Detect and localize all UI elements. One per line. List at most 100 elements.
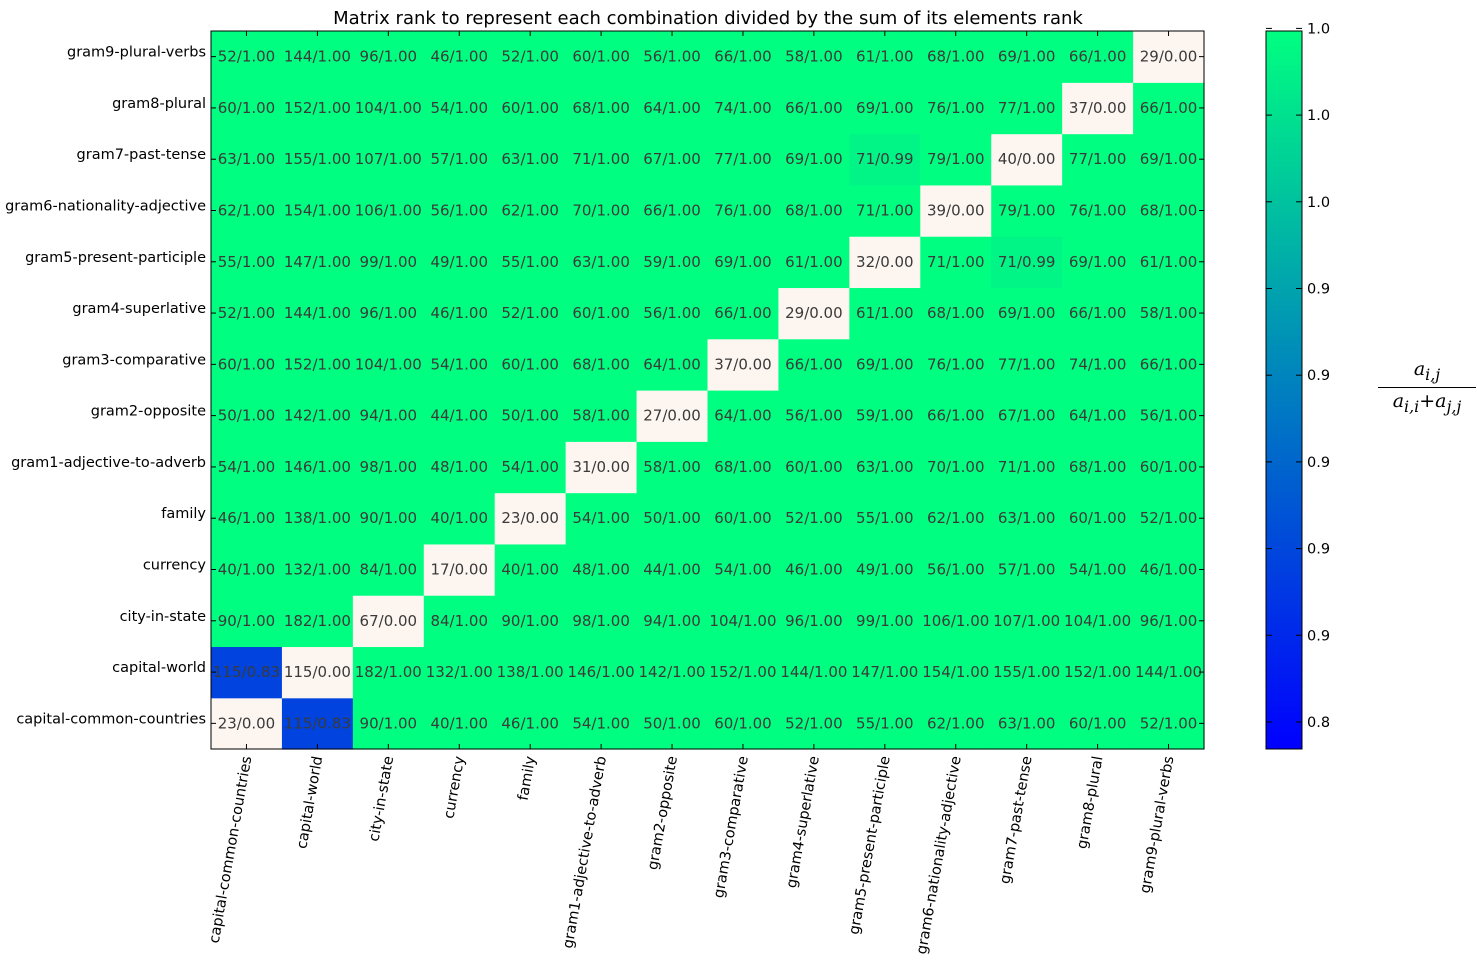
heatmap-cell [778,697,850,750]
x-tick-label: gram1-adjective-to-adverb [560,755,610,950]
heatmap-cell [849,441,921,494]
heatmap-cell [494,595,567,648]
chart-title: Matrix rank to represent each combinatio… [333,8,1083,29]
cell-label: 46/1.00 [1140,561,1198,579]
heatmap-cell [849,646,921,699]
heatmap-cell [211,82,283,135]
cell-label: 76/1.00 [714,202,772,220]
heatmap-cell [211,133,283,186]
heatmap-cell [1133,441,1205,494]
heatmap-cell [281,133,354,186]
cell-label: 61/1.00 [785,253,843,271]
y-tick-label: gram6-nationality-adjective [5,199,206,215]
cell-label: 68/1.00 [785,202,843,220]
cell-label: 69/1.00 [785,150,843,168]
heatmap-cell [1133,595,1205,648]
x-tick-label: capital-world [294,755,326,850]
y-tick-label: capital-common-countries [16,711,206,727]
heatmap-cell [849,390,921,442]
cell-label: 68/1.00 [927,304,985,322]
colorbar-tick-label: 0.9 [1307,282,1330,298]
cell-label: 77/1.00 [714,150,772,168]
x-tick-label: gram4-superlative [784,755,823,889]
heatmap-cell [849,82,921,135]
cell-label: 50/1.00 [218,407,276,425]
cell-label: 37/0.00 [1069,99,1127,117]
cell-label: 69/1.00 [1069,253,1127,271]
heatmap-cell [707,338,780,391]
heatmap-cell [849,338,921,391]
heatmap-cell [1133,82,1205,135]
heatmap-cell [211,31,283,83]
cell-label: 63/1.00 [856,458,914,476]
heatmap-cell [423,82,496,135]
cell-label: 104/1.00 [355,99,422,117]
cell-label: 50/1.00 [501,407,559,425]
colorbar-tick-label: 0.9 [1307,455,1330,471]
cell-label: 182/1.00 [355,663,422,681]
cell-label: 155/1.00 [284,150,351,168]
cell-label: 63/1.00 [998,714,1056,732]
cell-label: 58/1.00 [643,458,701,476]
cell-label: 66/1.00 [714,48,772,66]
y-tick-label: capital-world [112,660,206,676]
heatmap-cell [352,31,425,83]
cell-label: 17/0.00 [430,561,488,579]
heatmap-cell [423,236,496,289]
cell-label: 37/0.00 [714,355,772,373]
heatmap-cell [778,184,850,237]
cell-label: 68/1.00 [572,355,630,373]
x-tick-label: gram5-present-participle [847,755,894,936]
cell-label: 29/0.00 [1140,48,1198,66]
heatmap-cell [352,646,425,699]
y-tick-label: gram3-comparative [62,352,206,368]
cell-label: 62/1.00 [927,509,985,527]
cell-label: 144/1.00 [284,304,351,322]
heatmap-cell [281,338,354,391]
cell-label: 56/1.00 [1140,407,1198,425]
heatmap-cell [1062,492,1134,545]
heatmap-cell [849,543,921,596]
cell-label: 60/1.00 [714,509,772,527]
colorbar-tick-label: 1.0 [1307,195,1330,211]
cell-label: 27/0.00 [643,407,701,425]
heatmap-cell [1062,338,1134,391]
heatmap-cell [778,595,850,648]
heatmap-cell [707,595,780,648]
heatmap-cell [565,338,638,391]
heatmap-cell [636,82,709,135]
heatmap-cell [1062,287,1134,340]
cell-label: 69/1.00 [998,48,1056,66]
cell-label: 146/1.00 [284,458,351,476]
heatmap-cell [920,543,992,596]
heatmap-cell [849,287,921,340]
heatmap-cell [991,595,1063,648]
cell-label: 40/1.00 [218,561,276,579]
cell-label: 62/1.00 [927,714,985,732]
heatmap-cell [991,236,1063,289]
heatmap-cell [211,543,283,596]
heatmap-cell [423,390,496,442]
cell-label: 48/1.00 [572,561,630,579]
cell-label: 52/1.00 [501,48,559,66]
cell-label: 96/1.00 [1140,612,1198,630]
cell-label: 74/1.00 [1069,355,1127,373]
cell-label: 66/1.00 [785,355,843,373]
heatmap-cell [211,441,283,494]
heatmap-cell [352,133,425,186]
heatmap-cell [849,697,921,750]
cell-label: 60/1.00 [572,48,630,66]
heatmap-cell [920,184,992,237]
heatmap-cell [565,236,638,289]
heatmap-cell [281,646,354,699]
heatmap-cell [494,82,567,135]
cell-label: 60/1.00 [218,355,276,373]
cell-label: 106/1.00 [922,612,989,630]
heatmap-cell [920,236,992,289]
heatmap-cell [849,31,921,83]
heatmap-cell [707,31,780,83]
heatmap-cell [281,543,354,596]
x-tick-label: gram6-nationality-adjective [914,755,965,956]
heatmap-cell [920,31,992,83]
